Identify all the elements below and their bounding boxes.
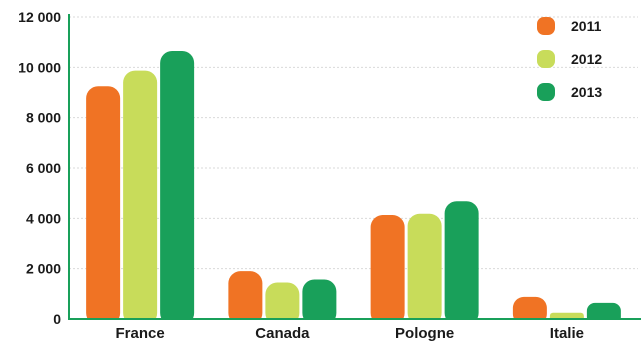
axes — [68, 14, 641, 327]
legend-label-2013: 2013 — [571, 84, 602, 100]
x-category-label: Italie — [550, 325, 584, 342]
y-tick-label: 4 000 — [26, 210, 61, 226]
y-tick-label: 8 000 — [26, 110, 61, 126]
legend-swatch-2011 — [537, 17, 555, 35]
legend-label-2011: 2011 — [571, 18, 602, 34]
y-tick-label: 6 000 — [26, 160, 61, 176]
legend: 2011 2012 2013 — [537, 17, 602, 101]
x-category-label: Pologne — [395, 325, 454, 342]
bar-canada-2013 — [302, 279, 337, 325]
legend-label-2012: 2012 — [571, 51, 602, 67]
bars — [86, 50, 621, 325]
legend-swatch-2013 — [537, 83, 555, 101]
y-tick-label: 10 000 — [18, 59, 61, 75]
y-tick-label: 12 000 — [18, 9, 61, 25]
gridlines — [69, 16, 638, 270]
bar-italie-2011 — [512, 296, 547, 325]
y-tick-label: 2 000 — [26, 261, 61, 277]
bar-france-2012 — [123, 70, 158, 325]
y-axis-ticks: 0 2 000 4 000 6 000 8 000 10 000 12 000 — [18, 9, 61, 327]
axis-mask — [68, 319, 641, 327]
x-category-label: France — [116, 325, 165, 342]
legend-swatch-2012 — [537, 50, 555, 68]
bar-france-2011 — [86, 86, 121, 325]
bar-pologne-2012 — [407, 213, 442, 325]
bar-pologne-2013 — [444, 201, 479, 325]
bar-pologne-2011 — [370, 215, 405, 325]
x-category-label: Canada — [255, 325, 310, 342]
bar-canada-2012 — [265, 282, 300, 325]
bar-canada-2011 — [228, 271, 263, 325]
bar-france-2013 — [160, 50, 195, 325]
y-tick-label: 0 — [53, 311, 61, 327]
x-axis-categories: France Canada Pologne Italie — [116, 325, 584, 342]
